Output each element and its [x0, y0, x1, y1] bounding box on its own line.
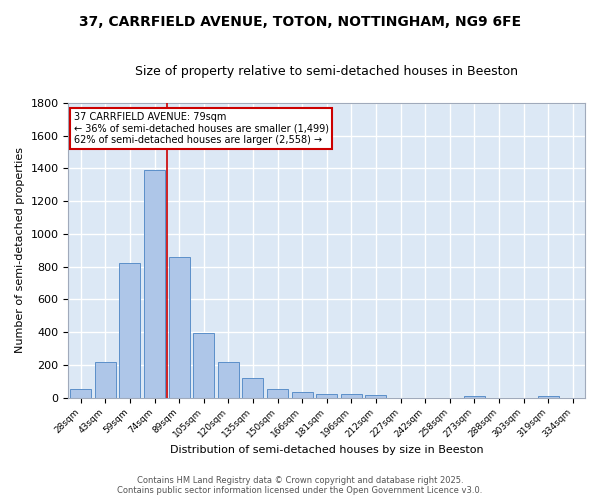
Y-axis label: Number of semi-detached properties: Number of semi-detached properties	[15, 147, 25, 353]
Bar	[341, 394, 362, 398]
Bar	[365, 395, 386, 398]
Bar	[538, 396, 559, 398]
Text: 37, CARRFIELD AVENUE, TOTON, NOTTINGHAM, NG9 6FE: 37, CARRFIELD AVENUE, TOTON, NOTTINGHAM,…	[79, 15, 521, 29]
Bar	[218, 362, 239, 398]
Bar	[95, 362, 116, 398]
Bar	[144, 170, 165, 398]
Bar	[242, 378, 263, 398]
Bar	[464, 396, 485, 398]
Bar	[316, 394, 337, 398]
X-axis label: Distribution of semi-detached houses by size in Beeston: Distribution of semi-detached houses by …	[170, 445, 484, 455]
Bar	[119, 264, 140, 398]
Text: Contains HM Land Registry data © Crown copyright and database right 2025.
Contai: Contains HM Land Registry data © Crown c…	[118, 476, 482, 495]
Title: Size of property relative to semi-detached houses in Beeston: Size of property relative to semi-detach…	[135, 65, 518, 78]
Bar	[70, 390, 91, 398]
Bar	[193, 333, 214, 398]
Bar	[292, 392, 313, 398]
Bar	[267, 390, 288, 398]
Text: 37 CARRFIELD AVENUE: 79sqm
← 36% of semi-detached houses are smaller (1,499)
62%: 37 CARRFIELD AVENUE: 79sqm ← 36% of semi…	[74, 112, 329, 145]
Bar	[169, 257, 190, 398]
